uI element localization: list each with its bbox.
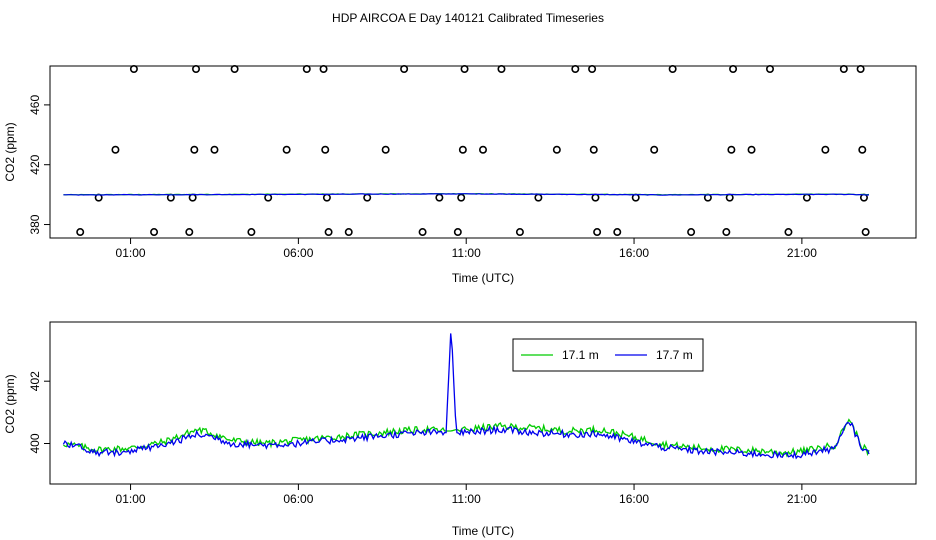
bottom-y-axis-label: CO2 (ppm): [3, 374, 17, 433]
top-y-tick-label: 420: [28, 154, 42, 174]
calibration-point: [230, 64, 239, 73]
top-marks: [63, 64, 870, 237]
calibration-point: [460, 64, 469, 73]
calibration-point: [458, 145, 467, 154]
calibration-point: [344, 228, 353, 237]
figure-title: HDP AIRCOA E Day 140121 Calibrated Times…: [332, 11, 604, 25]
calibration-point: [190, 145, 199, 154]
top-plot-frame: [49, 65, 917, 239]
bottom-x-ticks: 01:00 06:00 11:00 16:00 21:00: [116, 484, 817, 506]
calibration-point: [668, 64, 677, 73]
bottom-panel: 01:00 06:00 11:00 16:00 21:00 400 402 Time (U…: [3, 321, 917, 538]
top-y-axis-label: CO2 (ppm): [3, 122, 17, 181]
top-x-tick-label: 16:00: [619, 246, 649, 260]
bottom-x-axis-label: Time (UTC): [452, 524, 514, 538]
calibration-point: [802, 193, 811, 202]
series-line-1: [62, 333, 870, 460]
calibration-point: [593, 228, 602, 237]
calibration-point: [363, 193, 372, 202]
top-x-tick-label: 21:00: [787, 246, 817, 260]
calibration-point: [302, 64, 311, 73]
calibration-point: [321, 145, 330, 154]
top-panel: 01:00 06:00 11:00 16:00 21:00 380 420 460 Time…: [3, 64, 917, 285]
calibration-point: [185, 228, 194, 237]
calibration-point: [613, 228, 622, 237]
top-y-ticks: 380 420 460: [28, 95, 50, 235]
calibration-point: [247, 228, 256, 237]
top-x-tick-label: 06:00: [283, 246, 313, 260]
calibration-point: [765, 64, 774, 73]
legend: 17.1 m 17.7 m: [512, 338, 704, 372]
calibration-point: [784, 228, 793, 237]
calibration-point: [588, 64, 597, 73]
bottom-marks: [62, 333, 870, 460]
calibration-point: [324, 228, 333, 237]
calibration-point: [76, 228, 85, 237]
top-y-tick-label: 380: [28, 214, 42, 234]
calibration-point: [725, 193, 734, 202]
calibration-point: [856, 64, 865, 73]
bottom-x-tick-label: 11:00: [452, 492, 481, 506]
calibration-point: [571, 64, 580, 73]
calibration-point: [534, 193, 543, 202]
top-x-tick-label: 11:00: [452, 246, 481, 260]
calibration-point: [821, 145, 830, 154]
calibration-point: [264, 193, 273, 202]
calibration-point: [515, 228, 524, 237]
calibration-point: [129, 64, 138, 73]
top-y-tick-label: 460: [28, 95, 42, 115]
bottom-x-tick-label: 16:00: [619, 492, 649, 506]
calibration-point: [729, 64, 738, 73]
series-line-0: [63, 418, 870, 458]
calibration-point: [552, 145, 561, 154]
bottom-x-tick-label: 21:00: [787, 492, 817, 506]
calibration-point: [722, 228, 731, 237]
legend-label-17-7m: 17.7 m: [656, 348, 693, 362]
calibration-point: [282, 145, 291, 154]
top-x-ticks: 01:00 06:00 11:00 16:00 21:00: [116, 238, 817, 260]
calibration-point: [418, 228, 427, 237]
calibration-point: [687, 228, 696, 237]
calibration-point: [400, 64, 409, 73]
calibration-point: [839, 64, 848, 73]
calibration-point: [150, 228, 159, 237]
calibration-point: [650, 145, 659, 154]
calibration-point: [457, 193, 466, 202]
calibration-point: [478, 145, 487, 154]
top-series-line-1: [63, 193, 870, 196]
bottom-x-tick-label: 06:00: [283, 492, 313, 506]
bottom-x-tick-label: 01:00: [116, 492, 146, 506]
calibration-point: [381, 145, 390, 154]
calibration-point: [497, 64, 506, 73]
calibration-point: [858, 145, 867, 154]
bottom-y-tick-label: 402: [28, 371, 42, 391]
calibration-point: [210, 145, 219, 154]
calibration-point: [589, 145, 598, 154]
top-x-tick-label: 01:00: [116, 246, 146, 260]
calibration-point: [861, 228, 870, 237]
calibration-point: [591, 193, 600, 202]
calibration-point: [322, 193, 331, 202]
calibration-point: [111, 145, 120, 154]
calibration-point: [453, 228, 462, 237]
legend-label-17-1m: 17.1 m: [562, 348, 599, 362]
calibration-point: [192, 64, 201, 73]
calibration-point: [319, 64, 328, 73]
bottom-plot-frame: [49, 321, 917, 485]
calibration-point: [188, 193, 197, 202]
top-x-axis-label: Time (UTC): [452, 271, 514, 285]
bottom-y-tick-label: 400: [28, 433, 42, 453]
calibration-point: [727, 145, 736, 154]
calibration-point: [747, 145, 756, 154]
calibration-point: [435, 193, 444, 202]
bottom-y-ticks: 400 402: [28, 371, 50, 454]
